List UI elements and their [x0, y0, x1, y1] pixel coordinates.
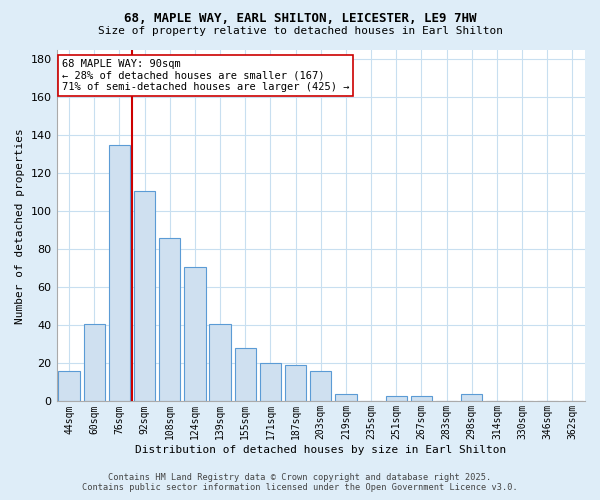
- Bar: [184, 266, 206, 402]
- Text: 68 MAPLE WAY: 90sqm
← 28% of detached houses are smaller (167)
71% of semi-detac: 68 MAPLE WAY: 90sqm ← 28% of detached ho…: [62, 59, 349, 92]
- Bar: [461, 394, 482, 402]
- Bar: [260, 364, 281, 402]
- Bar: [83, 324, 105, 402]
- Bar: [134, 190, 155, 402]
- Text: Contains HM Land Registry data © Crown copyright and database right 2025.
Contai: Contains HM Land Registry data © Crown c…: [82, 473, 518, 492]
- Text: Size of property relative to detached houses in Earl Shilton: Size of property relative to detached ho…: [97, 26, 503, 36]
- Bar: [235, 348, 256, 402]
- Bar: [411, 396, 432, 402]
- Bar: [386, 396, 407, 402]
- Bar: [159, 238, 181, 402]
- Bar: [310, 371, 331, 402]
- Text: 68, MAPLE WAY, EARL SHILTON, LEICESTER, LE9 7HW: 68, MAPLE WAY, EARL SHILTON, LEICESTER, …: [124, 12, 476, 26]
- Bar: [58, 371, 80, 402]
- Y-axis label: Number of detached properties: Number of detached properties: [15, 128, 25, 324]
- Bar: [209, 324, 231, 402]
- Bar: [285, 366, 307, 402]
- Bar: [335, 394, 356, 402]
- Bar: [109, 145, 130, 402]
- X-axis label: Distribution of detached houses by size in Earl Shilton: Distribution of detached houses by size …: [135, 445, 506, 455]
